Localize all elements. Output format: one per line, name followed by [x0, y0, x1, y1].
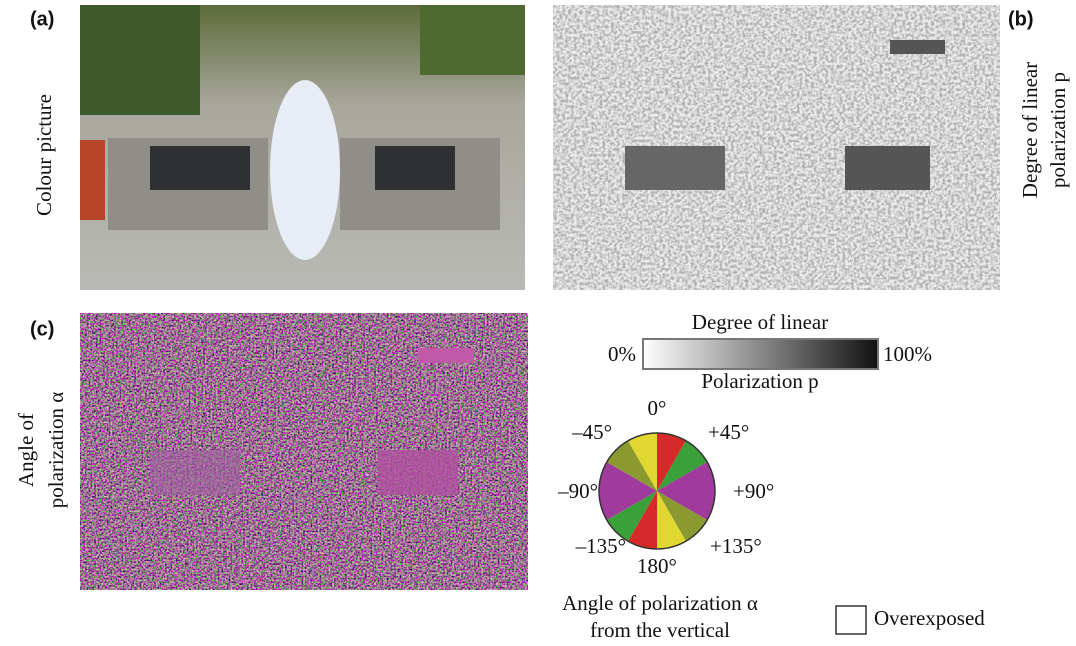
angle-label: –135° [575, 534, 626, 558]
legend-label: Overexposed [874, 606, 985, 630]
angle-label: 0° [648, 396, 667, 420]
wheel-sector [599, 491, 657, 520]
panel-caption: polarization p [1046, 72, 1070, 188]
wheel-caption: from the vertical [590, 618, 730, 642]
polarization-degree-image [553, 5, 1000, 290]
polarization-angle-image [80, 313, 528, 590]
legend-swatch [835, 605, 867, 635]
wheel-sector [657, 491, 708, 542]
panel-label: (c) [30, 318, 54, 340]
angle-label: –45° [571, 420, 612, 444]
wheel-sector [657, 491, 686, 549]
wheel-caption: Angle of polarization α [562, 591, 758, 615]
angle-label: +90° [733, 479, 774, 503]
panel-caption: Degree of linear [1018, 62, 1042, 198]
angle-label: 180° [637, 554, 677, 578]
wheel-sector [628, 433, 657, 491]
colorbar-title: Degree of linear [692, 310, 828, 334]
angle-label: –90° [557, 479, 598, 503]
wheel-sector [606, 440, 657, 491]
wheel-sector [628, 491, 657, 549]
wheel-sector [606, 491, 657, 542]
panel-label: (b) [1008, 8, 1034, 30]
colorbar [642, 338, 879, 370]
colorbar-max: 100% [883, 342, 932, 366]
wheel-sector [657, 491, 715, 520]
wheel-sector [657, 433, 686, 491]
angle-label: +45° [708, 420, 749, 444]
panel-caption: polarization α [44, 392, 68, 509]
panel-caption: Colour picture [32, 94, 56, 216]
angle-wheel [598, 432, 716, 550]
colorbar-min: 0% [608, 342, 636, 366]
colorbar-subtitle: Polarization p [701, 369, 818, 393]
wheel-sector [599, 462, 657, 491]
wheel-sector [657, 440, 708, 491]
wheel-sector [657, 462, 715, 491]
wheel-outline [598, 432, 716, 550]
panel-label: (a) [30, 8, 54, 30]
angle-label: +135° [710, 534, 762, 558]
colour-photo [80, 5, 525, 290]
panel-caption: Angle of [14, 413, 38, 487]
